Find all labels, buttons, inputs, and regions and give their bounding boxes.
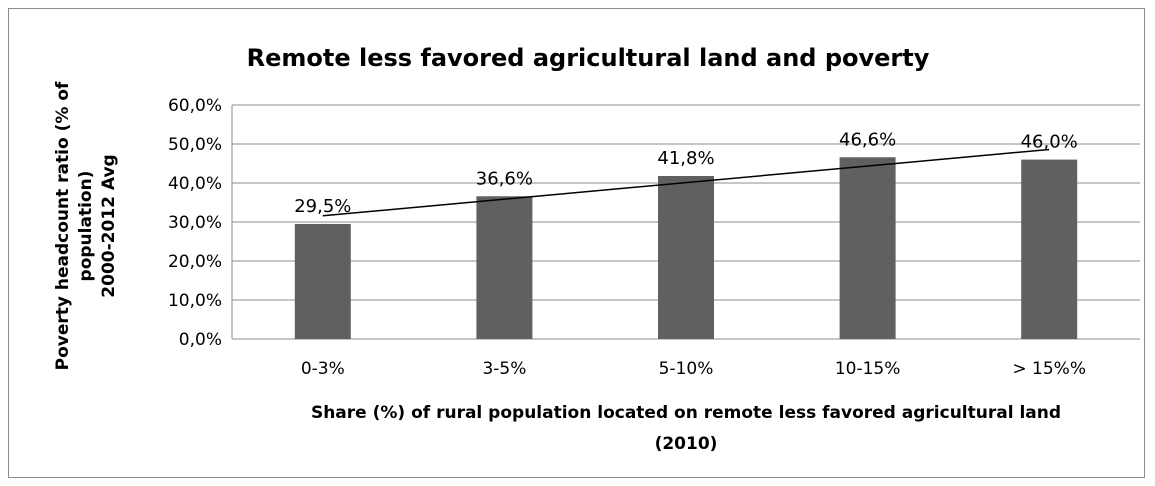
x-tick-label-3: 10-15% — [835, 359, 901, 379]
y-axis-label-line-1: population) — [76, 171, 96, 282]
data-label-0: 29,5% — [294, 196, 351, 217]
data-label-3: 46,6% — [839, 129, 896, 150]
y-axis-label: Poverty headcount ratio (% of population)… — [53, 81, 119, 370]
x-tick-label-0: 0-3% — [301, 359, 345, 379]
bar-4 — [1021, 159, 1078, 339]
x-axis-label: Share (%) of rural population located on… — [311, 403, 1061, 454]
bar-1 — [476, 196, 533, 339]
bars — [294, 157, 1078, 339]
y-tick-label: 10,0% — [168, 291, 222, 311]
data-label-2: 41,8% — [657, 148, 714, 169]
bar-0 — [294, 223, 351, 339]
y-tick-label: 0,0% — [179, 330, 222, 350]
y-tick-label: 40,0% — [168, 174, 222, 194]
chart-frame — [8, 8, 1145, 478]
chart-title: Remote less favored agricultural land an… — [247, 44, 930, 72]
x-axis-label-line-1: (2010) — [655, 434, 718, 454]
x-axis-label-line-0: Share (%) of rural population located on… — [311, 403, 1061, 423]
y-axis-label-line-2: 2000-2012 Avg — [99, 154, 119, 297]
x-tick-labels: 0-3% 3-5% 5-10% 10-15% > 15%% — [301, 359, 1086, 379]
bar-3 — [839, 157, 896, 339]
y-tick-labels: 0,0% 10,0% 20,0% 30,0% 40,0% 50,0% 60,0% — [168, 96, 222, 350]
x-tick-label-4: > 15%% — [1012, 359, 1086, 379]
data-labels: 29,5% 36,6% 41,8% 46,6% 46,0% — [294, 129, 1078, 217]
y-axis-label-line-0: Poverty headcount ratio (% of — [53, 81, 73, 370]
trendline-group — [322, 148, 1050, 217]
y-tick-label: 50,0% — [168, 135, 222, 155]
data-label-1: 36,6% — [476, 168, 533, 189]
x-tick-label-2: 5-10% — [659, 359, 714, 379]
y-tick-label: 30,0% — [168, 213, 222, 233]
data-label-4: 46,0% — [1021, 132, 1078, 153]
y-tick-label: 20,0% — [168, 252, 222, 272]
x-tick-label-1: 3-5% — [482, 359, 526, 379]
trendline — [322, 148, 1050, 217]
y-tick-label: 60,0% — [168, 96, 222, 116]
bar-2 — [658, 175, 714, 339]
